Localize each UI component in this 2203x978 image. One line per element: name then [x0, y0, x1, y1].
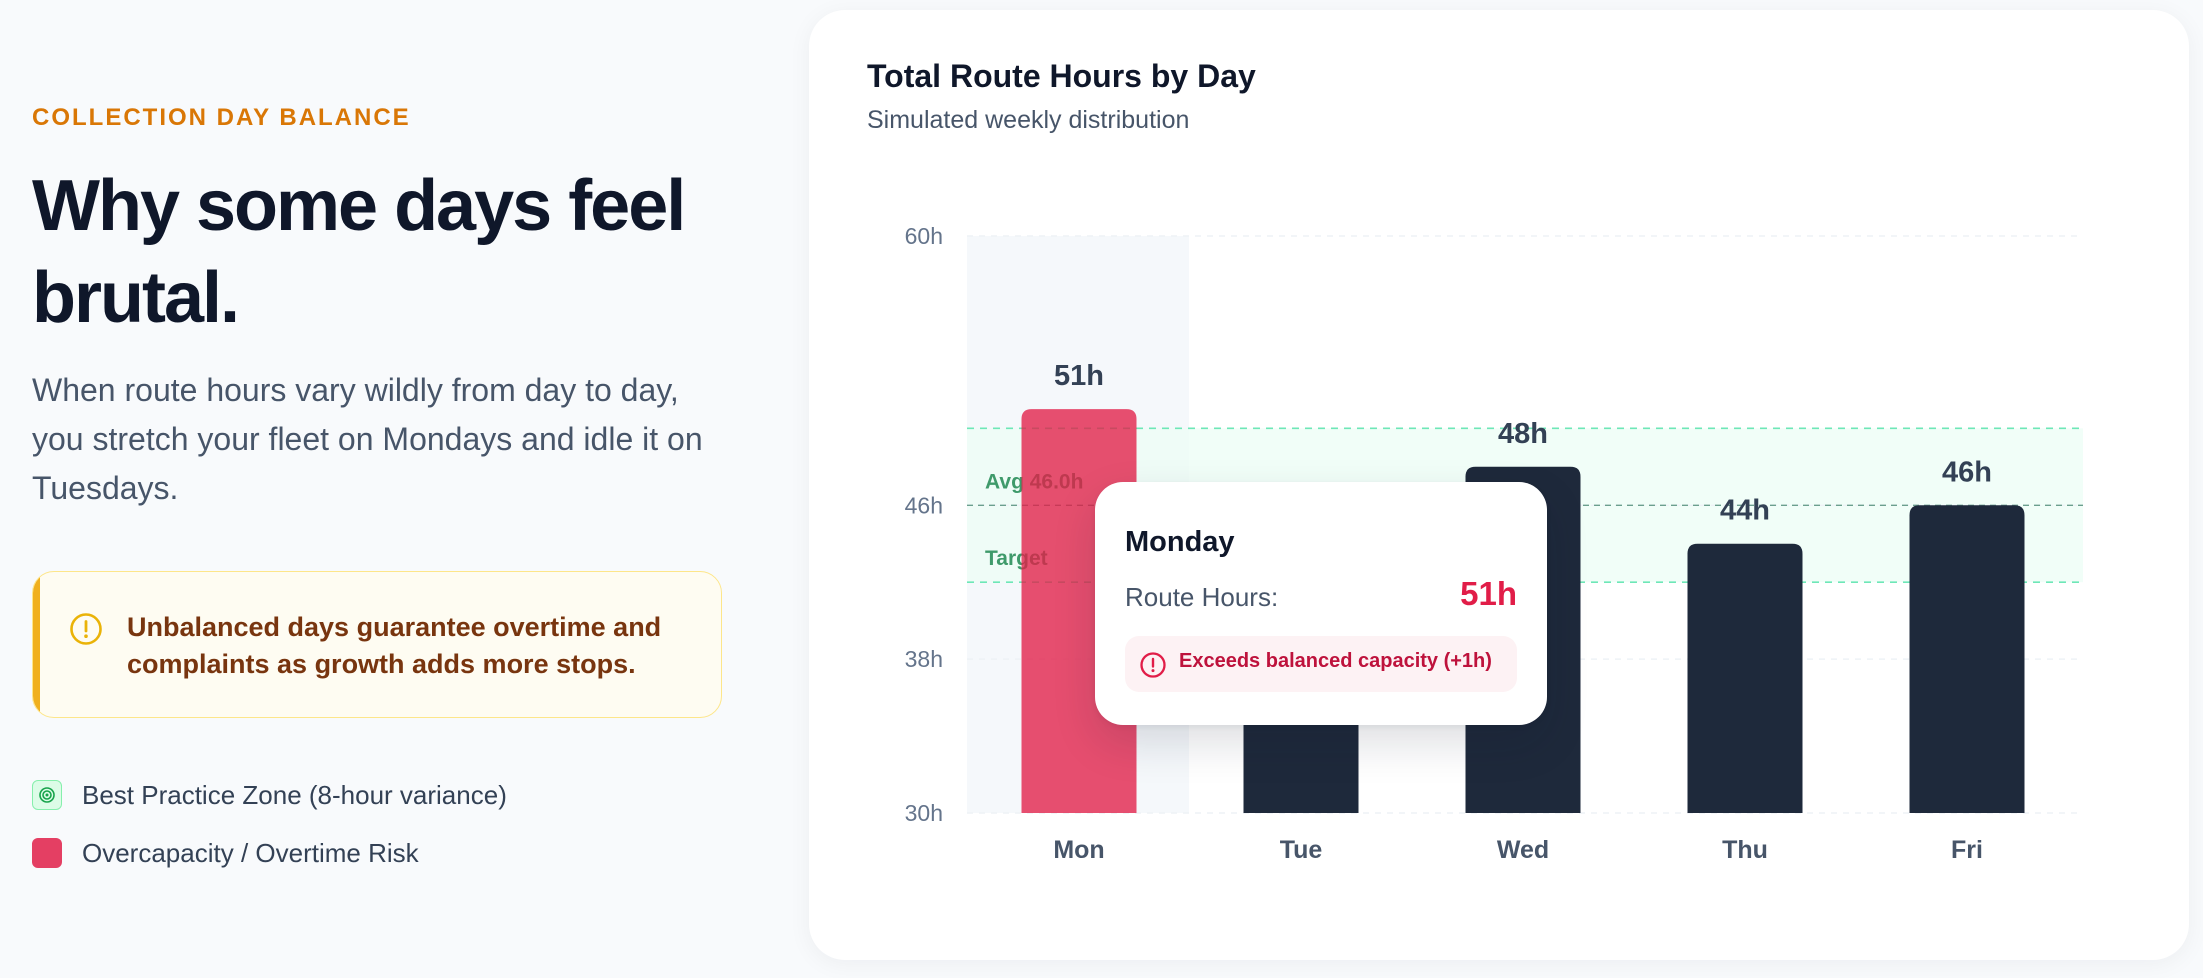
- chart-tooltip: Monday Route Hours: 51h Exceeds balanced…: [1095, 482, 1547, 725]
- tooltip-value: 51h: [1460, 575, 1517, 612]
- page-title: Why some days feel brutal.: [32, 166, 686, 338]
- alert-icon: [1140, 652, 1166, 678]
- target-zone-icon: [32, 780, 62, 810]
- chart-subtitle: Simulated weekly distribution: [867, 106, 1190, 134]
- x-tick-label: Fri: [1951, 836, 1983, 864]
- x-tick-label: Tue: [1280, 836, 1323, 864]
- legend-item-over: Overcapacity / Overtime Risk: [32, 838, 419, 868]
- intro-paragraph: When route hours vary wildly from day to…: [32, 372, 703, 506]
- overcapacity-swatch: [32, 838, 62, 868]
- tooltip-label: Route Hours:: [1125, 582, 1279, 612]
- x-tick-label: Mon: [1053, 836, 1104, 864]
- legend-item-zone: Best Practice Zone (8-hour variance): [32, 780, 507, 810]
- tooltip-badge-text: Exceeds balanced capacity (+1h): [1179, 650, 1492, 672]
- x-tick-label: Wed: [1497, 836, 1549, 864]
- y-tick-label: 60h: [905, 223, 943, 249]
- legend-label-over: Overcapacity / Overtime Risk: [82, 837, 419, 868]
- y-tick-label: 46h: [905, 492, 943, 518]
- bar-value-label: 51h: [1054, 360, 1104, 392]
- intro-panel: COLLECTION DAY BALANCE Why some days fee…: [32, 0, 732, 978]
- y-tick-label: 30h: [905, 800, 943, 826]
- warning-icon: [70, 613, 102, 645]
- warning-callout: Unbalanced days guarantee overtime and c…: [32, 571, 722, 718]
- bar-thu: [1687, 543, 1803, 813]
- legend-label-zone: Best Practice Zone (8-hour variance): [82, 779, 507, 810]
- y-tick-label: 38h: [905, 646, 943, 672]
- chart-card: Total Route Hours by Day Simulated weekl…: [809, 10, 2189, 960]
- callout-text: Unbalanced days guarantee overtime and c…: [127, 612, 662, 679]
- bar-value-label: 48h: [1498, 418, 1548, 450]
- callout-accent-bar: [33, 572, 40, 717]
- chart-title: Total Route Hours by Day: [867, 58, 1256, 94]
- eyebrow-label: COLLECTION DAY BALANCE: [32, 104, 411, 131]
- tooltip-warning-badge: Exceeds balanced capacity (+1h): [1125, 636, 1517, 692]
- bar-fri: [1909, 505, 2025, 813]
- x-tick-label: Thu: [1722, 836, 1768, 864]
- bar-value-label: 44h: [1720, 495, 1770, 527]
- tooltip-title: Monday: [1125, 526, 1235, 558]
- bar-value-label: 46h: [1942, 456, 1992, 488]
